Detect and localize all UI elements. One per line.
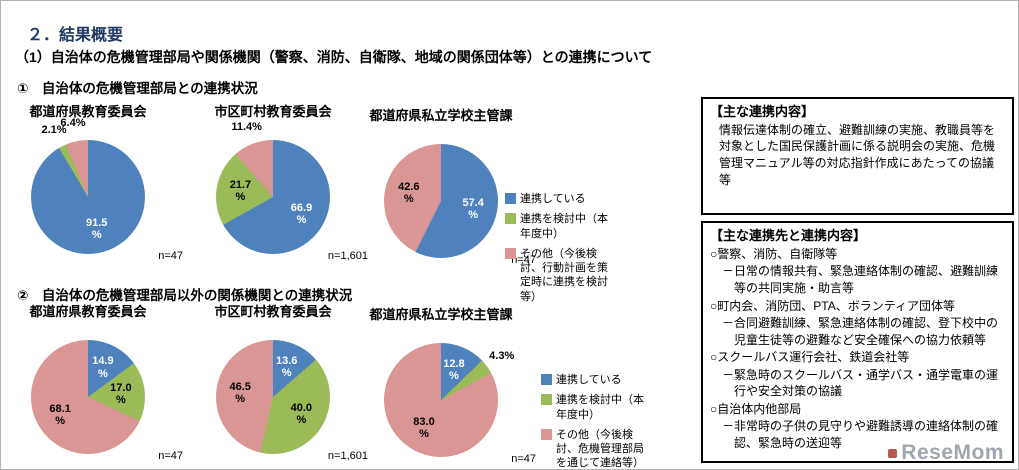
cooperation-partners-box: 【主な連携先と連携内容】 ○警察、消防、自衛隊等 －日常の情報共有、緊急連絡体制… [701, 221, 1014, 463]
pie-data-label: 11.4% [231, 120, 262, 133]
pie-data-label: 42.6% [398, 181, 420, 206]
pie-graphic: 12.8% 4.3% 83.0% [384, 343, 514, 457]
pie-chart-private-school-2: 都道府県私立学校主管課 12.8% 4.3% 83.0% n=47 [366, 304, 536, 465]
partner-detail: －合同避難訓練、緊急連絡体制の確認、登下校中の児童生徒等の避難など安全確保への協… [722, 316, 999, 347]
pie-data-label: 46.5% [229, 381, 251, 406]
partner-detail: －緊急時のスクールバス・通学バス・通学電車の運行や安全対策の協議 [722, 367, 999, 399]
pie-data-label: 40.0% [290, 401, 313, 426]
chart-title: 市区町村教育委員会 [214, 304, 332, 319]
box-title: 【主な連携先と連携内容】 [710, 228, 867, 243]
sample-size-label: n=47 [158, 250, 183, 262]
legend-item: その他（今後検討、危機管理部局を通じて連絡等） [541, 428, 653, 470]
legend-item: 連携を検討中（本年度中） [541, 393, 653, 422]
legend-swatch-pink [541, 428, 552, 440]
legend-label: 連携している [556, 374, 622, 386]
legend-item: その他（今後検討、行動計画を策定時に連携を検討等） [505, 247, 617, 304]
legend-swatch-blue [541, 374, 552, 385]
sample-size-label: n=47 [511, 254, 536, 266]
pie-data-label: 14.9% [92, 355, 114, 380]
legend-label: 連携を検討中（本年度中） [556, 394, 644, 421]
legend-swatch-blue [505, 193, 516, 204]
partner-detail: －非常時の子供の見守りや避難誘導の連絡体制の確認、緊急時の送迎等 [722, 419, 999, 450]
chart-title: 都道府県教育委員会 [29, 304, 147, 319]
legend-item: 連携している [505, 192, 617, 206]
box-title: 【主な連携内容】 [710, 104, 815, 119]
pie-chart-municipal-boe-1: 市区町村教育委員会 66.9% 21.7% 11.4% n=1,601 [198, 101, 368, 262]
pie-data-label: 57.4% [462, 196, 484, 221]
pie-chart-private-school-1: 都道府県私立学校主管課 57.4% 42.6% n=47 [366, 105, 536, 266]
pie-graphic: 13.6% 40.0% 46.5% [216, 340, 330, 454]
pie-data-label: 91.5% [86, 216, 108, 241]
pie-chart-municipal-boe-2: 市区町村教育委員会 13.6% 40.0% 46.5% n=1,601 [198, 301, 368, 462]
legend-section-2: 連携している 連携を検討中（本年度中） その他（今後検討、危機管理部局を通じて連… [541, 373, 653, 470]
partner-item: ○町内会、消防団、PTA、ボランティア団体等 [710, 298, 955, 313]
pie-graphic: 66.9% 21.7% 11.4% [216, 121, 330, 254]
pie-graphic: 91.5% 2.1% 6.4% [31, 117, 145, 254]
pie-data-label: 17.0% [110, 381, 132, 406]
legend-section-1: 連携している 連携を検討中（本年度中） その他（今後検討、行動計画を策定時に連携… [505, 192, 617, 310]
page-subtitle: （1）自治体の危機管理部局や関係機関（警察、消防、自衛隊、地域の関係団体等）との… [15, 49, 653, 65]
pie-chart-prefectural-boe-1: 都道府県教育委員会 91.5% 2.1% 6.4% n=47 [13, 101, 183, 262]
legend-swatch-green [541, 394, 552, 406]
partner-detail: －日常の情報共有、緊急連絡体制の確認、避難訓練等の共同実施・助言等 [722, 264, 999, 296]
partner-item: ○警察、消防、自衛隊等 [710, 246, 838, 261]
sample-size-label: n=1,601 [327, 250, 368, 262]
main-cooperation-content-box: 【主な連携内容】 情報伝達体制の確立、避難訓練の実施、教職員等を対象とした国民保… [701, 97, 1014, 215]
sample-size-label: n=47 [158, 450, 183, 462]
logo-text: ReseMom [901, 441, 1004, 464]
pie-graphic: 57.4% 42.6% [384, 144, 498, 258]
pie-data-label: 2.1% [41, 123, 67, 136]
legend-label: その他（今後検討、危機管理部局を通じて連絡等） [556, 428, 644, 470]
legend-item: 連携を検討中（本年度中） [505, 212, 617, 241]
pie-data-label: 12.8% [443, 357, 465, 382]
pie-chart-prefectural-boe-2: 都道府県教育委員会 14.9% 17.0% 68.1% n=47 [13, 301, 183, 462]
section-1-heading: ① 自治体の危機管理部局との連携状況 [17, 81, 258, 96]
chart-title: 市区町村教育委員会 [214, 104, 332, 119]
legend-swatch-green [505, 213, 516, 225]
pie-data-label: 21.7% [229, 179, 252, 204]
chart-title: 都道府県私立学校主管課 [369, 108, 513, 123]
pie-data-label: 4.3% [489, 349, 515, 362]
pie-data-label: 13.6% [275, 354, 298, 379]
resemom-logo: ReseMom [888, 441, 1004, 465]
pie-graphic: 14.9% 17.0% 68.1% [31, 340, 145, 454]
chart-title: 都道府県教育委員会 [29, 104, 147, 119]
legend-label: 連携している [520, 193, 586, 205]
pie-data-label: 66.9% [290, 201, 313, 226]
legend-swatch-pink [505, 247, 516, 259]
logo-dot-icon [888, 448, 898, 458]
legend-label: その他（今後検討、行動計画を策定時に連携を検討等） [520, 247, 608, 303]
section-2-heading: ② 自治体の危機管理部局以外の関係機関との連携状況 [17, 288, 353, 303]
sample-size-label: n=47 [511, 453, 536, 465]
partner-item: ○スクールバス運行会社、鉄道会社等 [710, 350, 910, 365]
box-body-text: 情報伝達体制の確立、避難訓練の実施、教職員等を対象とした国民保護計画に係る説明会… [719, 122, 996, 187]
page-title: ２．結果概要 [27, 27, 124, 44]
legend-item: 連携している [541, 373, 653, 387]
sample-size-label: n=1,601 [327, 450, 368, 462]
pie-data-label: 83.0% [413, 416, 435, 441]
chart-title: 都道府県私立学校主管課 [369, 307, 513, 322]
legend-label: 連携を検討中（本年度中） [520, 213, 608, 240]
pie-data-label: 68.1% [49, 402, 71, 427]
partner-item: ○自治体内他部局 [710, 401, 802, 416]
